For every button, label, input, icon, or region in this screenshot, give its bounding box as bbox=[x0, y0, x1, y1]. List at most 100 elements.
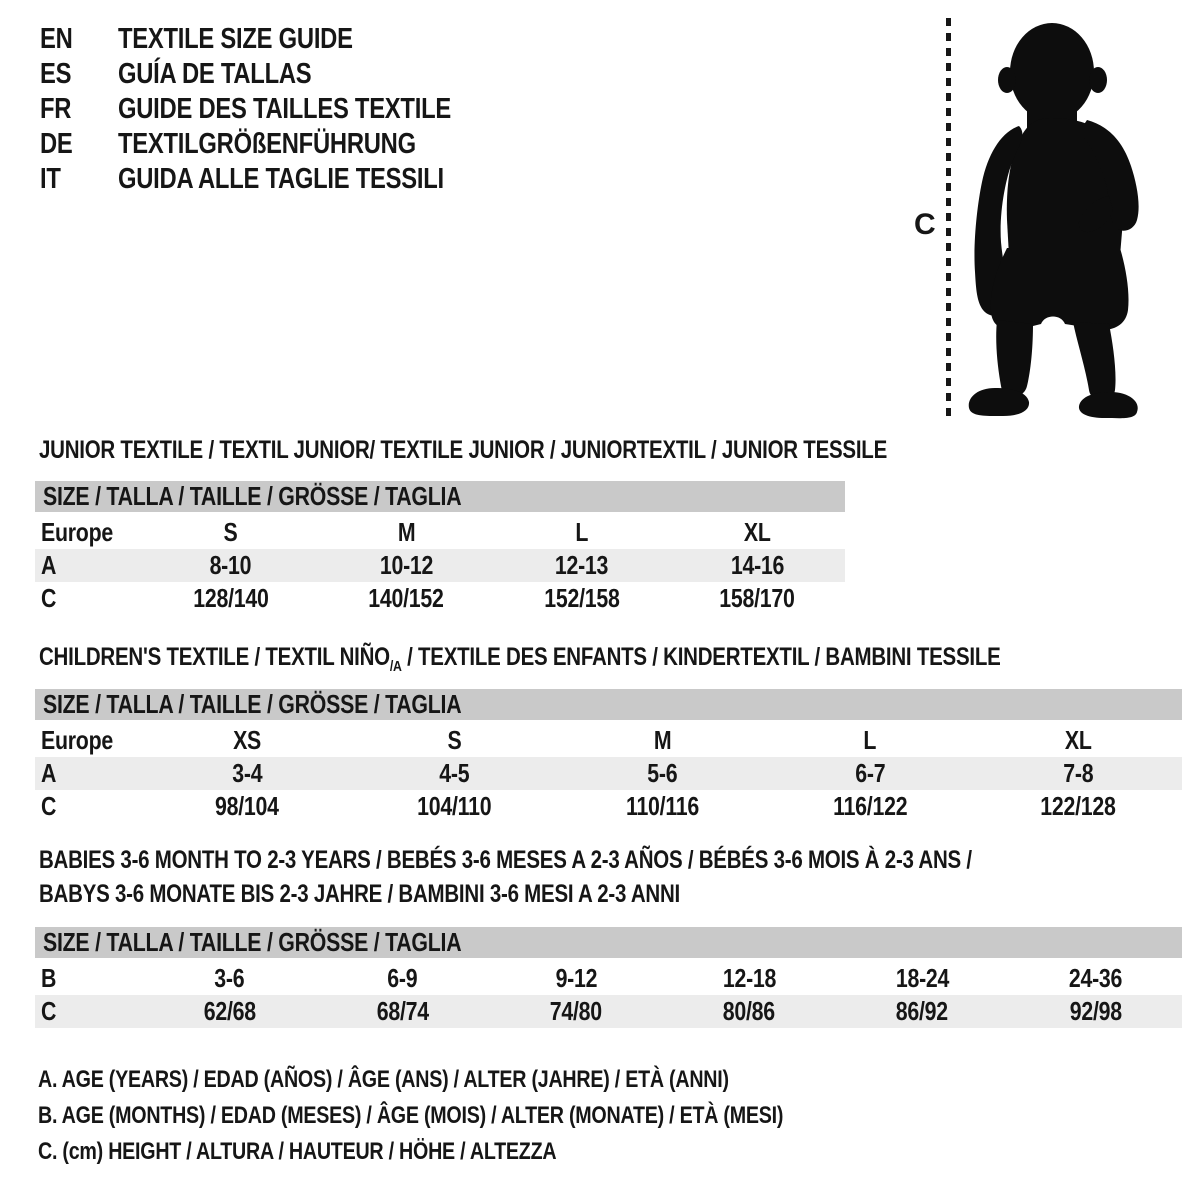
baby-hand-right bbox=[1078, 196, 1113, 233]
size-cell: M bbox=[397, 517, 415, 547]
row-label: A bbox=[41, 758, 57, 788]
lang-row-fr: FR GUIDE DES TAILLES TEXTILE bbox=[40, 92, 524, 127]
dashed-measure-line bbox=[946, 18, 951, 416]
table-row-age: A 8-10 10-12 12-13 14-16 bbox=[35, 549, 845, 582]
row-label: C bbox=[41, 996, 57, 1026]
age-cell: 6-9 bbox=[387, 963, 418, 993]
baby-arm-left bbox=[974, 126, 1023, 316]
babies-section-title: BABIES 3-6 MONTH TO 2-3 YEARS / BEBÉS 3-… bbox=[39, 843, 1177, 911]
junior-section-title: JUNIOR TEXTILE / TEXTIL JUNIOR/ TEXTILE … bbox=[39, 436, 888, 464]
age-cell: 24-36 bbox=[1068, 963, 1123, 993]
table-row-height: C 98/104 104/110 110/116 116/122 122/128 bbox=[35, 790, 1182, 823]
height-cell: 62/68 bbox=[203, 996, 256, 1026]
height-cell: 92/98 bbox=[1069, 996, 1122, 1026]
age-cell: 12-13 bbox=[555, 550, 609, 580]
table-row-europe: Europe XS S M L XL bbox=[35, 724, 1182, 757]
row-label: B bbox=[41, 963, 57, 993]
size-cell: L bbox=[575, 517, 589, 547]
nino-a-subscript: /A bbox=[389, 658, 402, 675]
legend-line-b: B. AGE (MONTHS) / EDAD (MESES) / ÂGE (MO… bbox=[38, 1102, 784, 1129]
lang-title-fr: GUIDE DES TAILLES TEXTILE bbox=[118, 93, 451, 125]
age-cell: 6-7 bbox=[855, 758, 886, 788]
legend-line-a: A. AGE (YEARS) / EDAD (AÑOS) / ÂGE (ANS)… bbox=[38, 1066, 729, 1093]
age-cell: 8-10 bbox=[209, 550, 252, 580]
age-cell: 10-12 bbox=[379, 550, 434, 580]
baby-leg-left bbox=[996, 320, 1033, 397]
lang-row-it: IT GUIDA ALLE TAGLIE TESSILI bbox=[40, 162, 524, 197]
age-cell: 3-6 bbox=[214, 963, 245, 993]
row-label: C bbox=[41, 583, 57, 613]
table-row-height: C 62/68 68/74 74/80 80/86 86/92 92/98 bbox=[35, 995, 1182, 1028]
height-cell: 74/80 bbox=[549, 996, 602, 1026]
row-label: A bbox=[41, 550, 57, 580]
size-cell: XL bbox=[1064, 725, 1092, 755]
toddler-silhouette-icon bbox=[968, 23, 1139, 419]
size-cell: L bbox=[863, 725, 877, 755]
size-cell: S bbox=[223, 517, 238, 547]
height-measure-label: C bbox=[914, 208, 936, 241]
language-title-block: EN TEXTILE SIZE GUIDE ES GUÍA DE TALLAS … bbox=[40, 22, 524, 197]
lang-code-de: DE bbox=[40, 128, 73, 160]
size-cell: XL bbox=[743, 517, 771, 547]
baby-leg-right bbox=[1073, 322, 1116, 401]
size-cell: M bbox=[653, 725, 672, 755]
size-cell: XS bbox=[232, 725, 261, 755]
lang-row-de: DE TEXTILGRÖßENFÜHRUNG bbox=[40, 127, 524, 162]
table-row-age: A 3-4 4-5 5-6 6-7 7-8 bbox=[35, 757, 1182, 790]
baby-head bbox=[1010, 23, 1094, 121]
table-row-age-months: B 3-6 6-9 9-12 12-18 18-24 24-36 bbox=[35, 962, 1182, 995]
lang-row-en: EN TEXTILE SIZE GUIDE bbox=[40, 22, 524, 57]
row-label: Europe bbox=[41, 725, 113, 755]
height-cell: 110/116 bbox=[625, 791, 699, 821]
legend-line-c: C. (cm) HEIGHT / ALTURA / HAUTEUR / HÖHE… bbox=[38, 1138, 557, 1165]
children-section-title: CHILDREN'S TEXTILE / TEXTIL NIÑO/A / TEX… bbox=[39, 643, 1001, 675]
age-cell: 18-24 bbox=[895, 963, 950, 993]
height-cell: 152/158 bbox=[544, 583, 620, 613]
lang-code-fr: FR bbox=[40, 93, 72, 125]
height-cell: 80/86 bbox=[723, 996, 776, 1026]
lang-title-es: GUÍA DE TALLAS bbox=[118, 58, 312, 90]
row-label: C bbox=[41, 791, 57, 821]
measurement-legend: A. AGE (YEARS) / EDAD (AÑOS) / ÂGE (ANS)… bbox=[38, 1062, 947, 1170]
height-cell: 86/92 bbox=[896, 996, 949, 1026]
age-cell: 14-16 bbox=[730, 550, 785, 580]
children-size-table: SIZE / TALLA / TAILLE / GRÖSSE / TAGLIA … bbox=[35, 689, 1182, 823]
height-cell: 104/110 bbox=[417, 791, 492, 821]
height-cell: 68/74 bbox=[376, 996, 429, 1026]
height-cell: 98/104 bbox=[215, 791, 279, 821]
height-cell: 158/170 bbox=[719, 583, 796, 613]
lang-title-it: GUIDA ALLE TAGLIE TESSILI bbox=[118, 163, 444, 195]
babies-size-table: SIZE / TALLA / TAILLE / GRÖSSE / TAGLIA … bbox=[35, 927, 1182, 1028]
height-cell: 122/128 bbox=[1040, 791, 1116, 821]
baby-ear-right bbox=[1089, 67, 1107, 93]
lang-row-es: ES GUÍA DE TALLAS bbox=[40, 57, 524, 92]
table-row-height: C 128/140 140/152 152/158 158/170 bbox=[35, 582, 845, 615]
lang-title-de: TEXTILGRÖßENFÜHRUNG bbox=[118, 128, 416, 160]
age-cell: 4-5 bbox=[439, 758, 470, 788]
size-cell: S bbox=[447, 725, 462, 755]
lang-code-it: IT bbox=[40, 163, 61, 195]
babies-title-line1: BABIES 3-6 MONTH TO 2-3 YEARS / BEBÉS 3-… bbox=[39, 846, 972, 874]
babies-title-line2: BABYS 3-6 MONATE BIS 2-3 JAHRE / BAMBINI… bbox=[39, 880, 680, 908]
size-header-bar: SIZE / TALLA / TAILLE / GRÖSSE / TAGLIA bbox=[35, 689, 1182, 720]
size-header-label: SIZE / TALLA / TAILLE / GRÖSSE / TAGLIA bbox=[43, 481, 462, 511]
baby-foot-left bbox=[968, 388, 1030, 417]
height-cell: 140/152 bbox=[368, 583, 445, 613]
junior-size-table: SIZE / TALLA / TAILLE / GRÖSSE / TAGLIA … bbox=[35, 481, 845, 615]
size-header-bar: SIZE / TALLA / TAILLE / GRÖSSE / TAGLIA bbox=[35, 927, 1182, 958]
baby-ear-left bbox=[998, 67, 1016, 93]
baby-foot-right bbox=[1078, 392, 1138, 419]
row-label: Europe bbox=[41, 517, 113, 547]
baby-shorts bbox=[990, 248, 1129, 331]
lang-code-es: ES bbox=[40, 58, 72, 90]
age-cell: 3-4 bbox=[231, 758, 262, 788]
lang-title-en: TEXTILE SIZE GUIDE bbox=[118, 23, 353, 55]
lang-code-en: EN bbox=[40, 23, 73, 55]
age-cell: 5-6 bbox=[647, 758, 678, 788]
size-header-bar: SIZE / TALLA / TAILLE / GRÖSSE / TAGLIA bbox=[35, 481, 845, 512]
height-cell: 128/140 bbox=[193, 583, 269, 613]
height-cell: 116/122 bbox=[833, 791, 908, 821]
age-cell: 7-8 bbox=[1063, 758, 1094, 788]
table-row-europe: Europe S M L XL bbox=[35, 516, 845, 549]
